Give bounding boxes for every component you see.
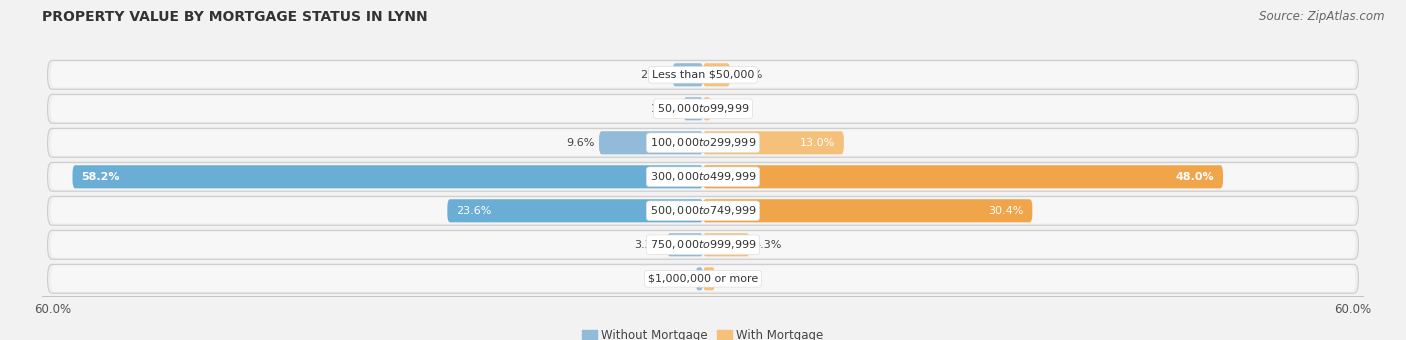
FancyBboxPatch shape: [51, 96, 1355, 122]
Text: 0.67%: 0.67%: [657, 274, 692, 284]
FancyBboxPatch shape: [51, 232, 1355, 258]
FancyBboxPatch shape: [48, 265, 1358, 293]
FancyBboxPatch shape: [703, 267, 714, 290]
FancyBboxPatch shape: [703, 131, 844, 154]
FancyBboxPatch shape: [672, 63, 703, 86]
FancyBboxPatch shape: [703, 97, 711, 120]
Text: 1.1%: 1.1%: [720, 274, 748, 284]
Text: 3.3%: 3.3%: [634, 240, 662, 250]
Text: 2.8%: 2.8%: [640, 70, 668, 80]
FancyBboxPatch shape: [696, 267, 703, 290]
Text: 23.6%: 23.6%: [456, 206, 491, 216]
Text: 0.73%: 0.73%: [716, 104, 751, 114]
Text: 2.5%: 2.5%: [734, 70, 763, 80]
Text: $50,000 to $99,999: $50,000 to $99,999: [657, 102, 749, 115]
FancyBboxPatch shape: [48, 231, 1358, 259]
Text: 58.2%: 58.2%: [82, 172, 120, 182]
Text: PROPERTY VALUE BY MORTGAGE STATUS IN LYNN: PROPERTY VALUE BY MORTGAGE STATUS IN LYN…: [42, 10, 427, 24]
FancyBboxPatch shape: [703, 63, 730, 86]
Text: 13.0%: 13.0%: [800, 138, 835, 148]
FancyBboxPatch shape: [51, 266, 1355, 292]
Text: $750,000 to $999,999: $750,000 to $999,999: [650, 238, 756, 251]
Legend: Without Mortgage, With Mortgage: Without Mortgage, With Mortgage: [578, 325, 828, 340]
FancyBboxPatch shape: [48, 163, 1358, 191]
Text: $100,000 to $299,999: $100,000 to $299,999: [650, 136, 756, 149]
Text: $1,000,000 or more: $1,000,000 or more: [648, 274, 758, 284]
FancyBboxPatch shape: [668, 233, 703, 256]
Text: 4.3%: 4.3%: [754, 240, 782, 250]
Text: 1.8%: 1.8%: [651, 104, 679, 114]
Text: 30.4%: 30.4%: [988, 206, 1024, 216]
FancyBboxPatch shape: [48, 61, 1358, 89]
FancyBboxPatch shape: [73, 165, 703, 188]
FancyBboxPatch shape: [48, 129, 1358, 157]
FancyBboxPatch shape: [683, 97, 703, 120]
FancyBboxPatch shape: [51, 62, 1355, 88]
FancyBboxPatch shape: [599, 131, 703, 154]
Text: 48.0%: 48.0%: [1175, 172, 1215, 182]
FancyBboxPatch shape: [48, 95, 1358, 123]
FancyBboxPatch shape: [447, 199, 703, 222]
FancyBboxPatch shape: [51, 164, 1355, 190]
FancyBboxPatch shape: [703, 165, 1223, 188]
Text: Less than $50,000: Less than $50,000: [652, 70, 754, 80]
FancyBboxPatch shape: [703, 199, 1032, 222]
Text: $300,000 to $499,999: $300,000 to $499,999: [650, 170, 756, 183]
FancyBboxPatch shape: [48, 197, 1358, 225]
Text: 9.6%: 9.6%: [567, 138, 595, 148]
Text: Source: ZipAtlas.com: Source: ZipAtlas.com: [1260, 10, 1385, 23]
Text: $500,000 to $749,999: $500,000 to $749,999: [650, 204, 756, 217]
FancyBboxPatch shape: [51, 130, 1355, 156]
FancyBboxPatch shape: [51, 198, 1355, 224]
FancyBboxPatch shape: [703, 233, 749, 256]
